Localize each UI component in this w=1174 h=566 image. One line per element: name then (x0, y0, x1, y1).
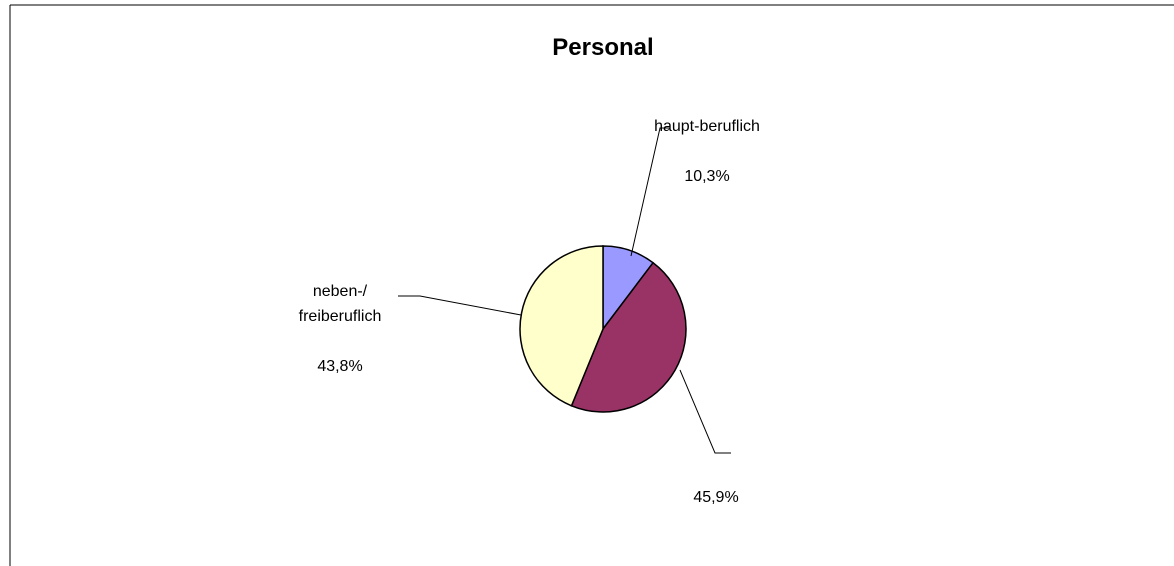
data-label: neben-/ freiberuflich 43,8% (270, 254, 410, 404)
value-label: 10,3% (684, 168, 730, 185)
data-label: haupt-beruflich 10,3% (627, 89, 787, 214)
pie-slice (519, 245, 604, 407)
category-label: haupt-beruflich (654, 118, 760, 135)
leader-line (679, 369, 731, 454)
pie (519, 245, 687, 413)
category-label: neben-/ freiberuflich (298, 283, 382, 325)
chart-title: Personal (552, 34, 654, 61)
leader-line (398, 295, 522, 316)
pie-slice (570, 261, 687, 413)
leader-line (630, 127, 669, 257)
data-label: 45,9% (676, 460, 756, 535)
value-label: 43,8% (317, 358, 363, 375)
value-label: 45,9% (693, 489, 739, 506)
